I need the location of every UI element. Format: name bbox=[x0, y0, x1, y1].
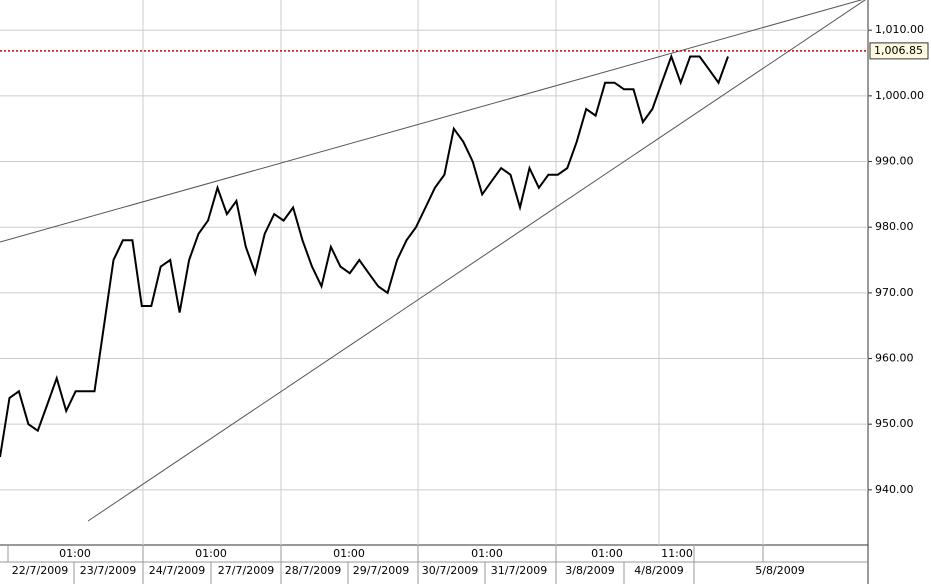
upper-trend-line bbox=[0, 0, 863, 243]
y-tick-label: 970.00 bbox=[875, 286, 914, 299]
x-date-label: 31/7/2009 bbox=[491, 564, 547, 577]
x-date-label: 22/7/2009 bbox=[12, 564, 68, 577]
x-date-label: 5/8/2009 bbox=[755, 564, 804, 577]
x-date-label: 4/8/2009 bbox=[634, 564, 683, 577]
x-date-label: 29/7/2009 bbox=[353, 564, 409, 577]
x-date-label: 28/7/2009 bbox=[285, 564, 341, 577]
x-date-label: 27/7/2009 bbox=[218, 564, 274, 577]
last-price-box bbox=[869, 42, 929, 60]
y-tick-label: 940.00 bbox=[875, 483, 914, 496]
price-line bbox=[0, 53, 729, 458]
x-time-label: 01:00 bbox=[471, 547, 503, 560]
lower-trend-line bbox=[87, 0, 866, 522]
y-tick-label: 950.00 bbox=[875, 417, 914, 430]
y-tick-label: 960.00 bbox=[875, 352, 914, 365]
last-price-label: 1,006.85 bbox=[874, 44, 923, 57]
y-tick-label: 1,010.00 bbox=[875, 23, 924, 36]
y-tick-label: 1,000.00 bbox=[875, 89, 924, 102]
x-date-label: 30/7/2009 bbox=[422, 564, 478, 577]
x-time-label: 01:00 bbox=[195, 547, 227, 560]
x-time-label: 11:00 bbox=[661, 547, 693, 560]
x-time-label: 01:00 bbox=[333, 547, 365, 560]
y-tick-label: 990.00 bbox=[875, 155, 914, 168]
x-date-label: 24/7/2009 bbox=[149, 564, 205, 577]
y-tick-label: 980.00 bbox=[875, 220, 914, 233]
x-time-label: 01:00 bbox=[59, 547, 91, 560]
x-date-label: 3/8/2009 bbox=[565, 564, 614, 577]
x-time-label: 01:00 bbox=[591, 547, 623, 560]
x-date-label: 23/7/2009 bbox=[80, 564, 136, 577]
